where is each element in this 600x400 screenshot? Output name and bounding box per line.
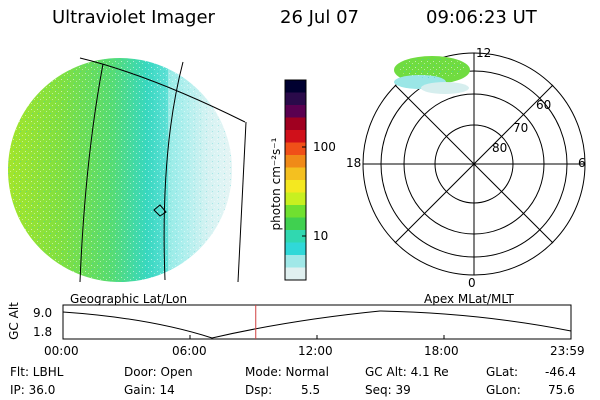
door-info: Door: Open: [124, 365, 193, 379]
colorbar-band: [285, 180, 306, 193]
mlt-label-0: 0: [468, 276, 476, 290]
mode-info: Mode: Normal: [245, 365, 329, 379]
glat-label: GLat:: [486, 365, 519, 379]
date-label: 26 Jul 07: [280, 7, 359, 28]
colorbar-band: [285, 117, 306, 131]
gain-info: Gain: 14: [124, 383, 175, 397]
left-map-label: Geographic Lat/Lon: [70, 292, 188, 306]
altitude-curve: [62, 310, 572, 339]
altitude-ytick-max: 9.0: [33, 306, 53, 320]
colorbar-band: [285, 167, 306, 181]
altitude-ytick-min: 1.8: [33, 325, 53, 339]
time-label: 09:06:23 UT: [426, 7, 537, 28]
colorbar-band: [285, 217, 306, 231]
colorbar-band: [285, 205, 306, 218]
colorbar-band: [285, 130, 306, 143]
right-map-label: Apex MLat/MLT: [424, 292, 514, 306]
time-tick-1200: 12:00: [298, 344, 333, 358]
colorbar-frame: [284, 79, 307, 281]
subsatellite-marker: [153, 204, 167, 217]
dsp-label: Dsp:: [245, 383, 273, 397]
mlt-label-6: 6: [578, 156, 586, 170]
mlat-label-80: 80: [492, 141, 508, 155]
mlt-label-18: 18: [346, 156, 362, 170]
colorbar-tick-10: 10: [313, 229, 329, 243]
glon-label: GLon:: [486, 383, 521, 397]
colorbar-band: [285, 155, 306, 168]
geographic-grid: [79, 57, 247, 283]
aurora-oval: [394, 56, 470, 94]
mlat-label-60: 60: [536, 98, 552, 112]
colorbar-band: [285, 255, 306, 268]
instrument-title: Ultraviolet Imager: [52, 7, 215, 28]
colorbar-unit-label: photon cm⁻²s⁻¹: [269, 137, 283, 231]
mlt-label-12: 12: [476, 46, 492, 60]
time-tick-0600: 06:00: [172, 344, 207, 358]
colorbar-band: [285, 105, 306, 118]
mlat-label-70: 70: [513, 121, 529, 135]
dsp-value: 5.5: [301, 383, 321, 397]
colorbar-band: [285, 192, 306, 206]
glat-value: -46.4: [545, 365, 577, 379]
colorbar-tick-100: 100: [313, 140, 336, 154]
time-tick-1800: 18:00: [424, 344, 459, 358]
colorbar-band: [285, 80, 306, 93]
colorbar-band: [285, 92, 306, 106]
filter-info: Flt: LBHL: [10, 365, 64, 379]
glon-value: 75.6: [548, 383, 575, 397]
colorbar-band: [285, 242, 306, 256]
seq-info: Seq: 39: [365, 383, 411, 397]
colorbar-band: [285, 230, 306, 243]
colorbar-band: [285, 142, 306, 156]
time-tick-2359: 23:59: [550, 344, 585, 358]
colorbar: [285, 80, 306, 281]
colorbar-band: [285, 267, 306, 281]
altitude-plot: [62, 304, 572, 340]
uv-image-disk: [8, 58, 232, 282]
gc-alt-info: GC Alt: 4.1 Re: [365, 365, 449, 379]
altitude-ylabel: GC Alt: [7, 302, 21, 340]
ip-info: IP: 36.0: [10, 383, 56, 397]
time-tick-0000: 00:00: [44, 344, 79, 358]
polar-plot: [362, 52, 586, 276]
